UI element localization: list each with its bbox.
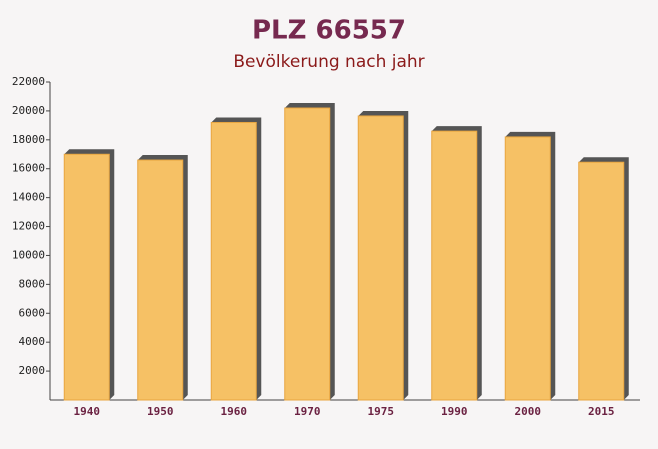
y-tick-label: 14000 [12,191,45,204]
x-tick-label: 2000 [515,405,542,418]
y-tick-label: 18000 [12,133,45,146]
x-tick-label: 1970 [294,405,321,418]
bar [210,121,257,401]
y-tick-label: 20000 [12,104,45,117]
bar [137,159,184,401]
y-tick-label: 8000 [19,277,46,290]
x-tick-label: 2015 [588,405,615,418]
x-tick-label: 1975 [368,405,395,418]
x-tick-label: 1960 [221,405,248,418]
bar [504,136,551,401]
y-tick-label: 12000 [12,220,45,233]
bar [578,161,625,401]
y-tick-label: 16000 [12,162,45,175]
x-tick-label: 1950 [147,405,174,418]
bar [63,153,110,401]
bar [357,115,404,401]
chart-title: PLZ 66557 [252,16,406,46]
y-tick-label: 4000 [19,335,46,348]
y-tick-label: 6000 [19,306,46,319]
bar [431,130,478,401]
x-tick-label: 1990 [441,405,468,418]
y-tick-label: 22000 [12,75,45,88]
y-tick-label: 10000 [12,248,45,261]
chart-subtitle: Bevölkerung nach jahr [233,52,424,72]
bar [284,107,331,401]
x-tick-label: 1940 [74,405,101,418]
y-tick-label: 2000 [19,364,46,377]
